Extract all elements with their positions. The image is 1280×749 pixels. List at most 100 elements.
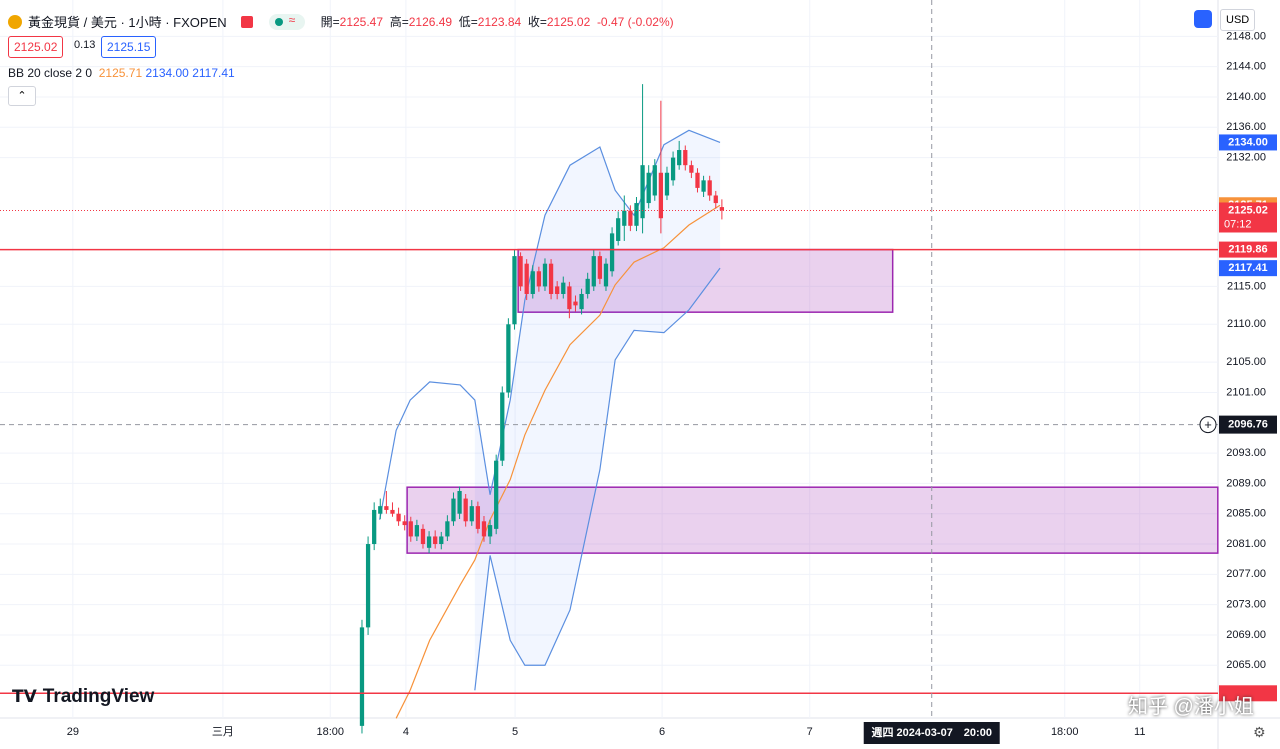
candle-body xyxy=(658,172,664,219)
candle-body xyxy=(719,207,725,211)
candle-body xyxy=(463,498,468,522)
candle-body xyxy=(542,263,548,287)
y-tick-label: 2089.00 xyxy=(1226,477,1266,489)
candle-body xyxy=(524,263,529,294)
indicator-value: 2125.71 xyxy=(98,66,143,80)
candle-body xyxy=(433,536,438,545)
x-tick-label: 18:00 xyxy=(1051,726,1079,738)
candle-body xyxy=(408,521,413,537)
countdown: 07:12 xyxy=(1224,218,1252,230)
status-pill[interactable]: ≈ xyxy=(268,13,305,30)
candle-body xyxy=(500,392,505,461)
ohlc-value: 2125.47 xyxy=(339,15,384,29)
candle-body xyxy=(555,286,560,294)
y-tick-label: 2115.00 xyxy=(1227,280,1266,292)
ohlc-label: 收= xyxy=(527,15,547,29)
y-tick-label: 2085.00 xyxy=(1226,508,1266,520)
candle-body xyxy=(487,525,493,537)
ohlc-label: 高= xyxy=(389,15,409,29)
y-tick-label: 2148.00 xyxy=(1226,30,1266,42)
candle-body xyxy=(494,460,499,529)
y-tick-label: 2110.00 xyxy=(1227,318,1266,330)
candle-body xyxy=(628,210,633,226)
candle-body xyxy=(451,498,456,522)
candle-body xyxy=(616,218,621,241)
sell-button[interactable]: 2125.02 xyxy=(8,36,64,58)
candle-body xyxy=(609,233,615,272)
candle-body xyxy=(475,506,481,529)
zone xyxy=(406,486,1219,554)
y-tick-label: 2081.00 xyxy=(1226,538,1266,550)
buy-button[interactable]: 2125.15 xyxy=(101,36,157,58)
y-tick-label: 2093.00 xyxy=(1226,447,1266,459)
candle-body xyxy=(548,263,554,294)
candle-body xyxy=(677,150,682,166)
y-tick-label: 2077.00 xyxy=(1226,568,1266,580)
candle-body xyxy=(701,180,706,192)
candle-body xyxy=(359,627,365,726)
candle-body xyxy=(683,150,688,166)
collapse-button[interactable]: ⌃ xyxy=(8,86,36,106)
x-tick-label: 6 xyxy=(659,726,665,738)
candle-body xyxy=(707,180,712,196)
indicator-value: 2134.00 xyxy=(145,66,189,80)
candle-body xyxy=(573,301,578,306)
last-price-label: 2125.02 xyxy=(1228,204,1268,216)
candle-body xyxy=(640,165,645,219)
ohlc-value: 2126.49 xyxy=(408,15,453,29)
candle-body xyxy=(365,544,371,628)
candle-body xyxy=(567,286,572,310)
logo-icon: 𝗧𝗩 xyxy=(12,687,37,706)
candle-body xyxy=(597,256,603,279)
candle-body xyxy=(396,513,401,522)
crosshair-y-badge xyxy=(1219,415,1277,434)
candle-body xyxy=(518,256,523,287)
candle-body xyxy=(378,506,383,514)
logo-text: TradingView xyxy=(42,686,155,707)
candle-body xyxy=(420,528,426,545)
watermark: 知乎 @潘小姐 xyxy=(1128,696,1254,718)
x-tick-label: 7 xyxy=(807,726,813,738)
candle-body xyxy=(634,203,639,226)
indicator-name[interactable]: BB 20 close 2 0 xyxy=(8,66,93,80)
indicator-legend: BB 20 close 2 0 2125.71 2134.00 2117.41 xyxy=(8,66,235,80)
auto-scale-button[interactable] xyxy=(1194,10,1212,28)
crosshair-plus-icon: + xyxy=(1204,417,1212,432)
ohlc-label: 低= xyxy=(458,15,478,29)
indicator-value: 2117.41 xyxy=(192,66,235,80)
crosshair-x-label: 週四 2024-03-07 20:00 xyxy=(871,725,991,739)
settings-icon[interactable]: ⚙ xyxy=(1253,724,1266,740)
candle-body xyxy=(426,536,432,548)
last-price-badge xyxy=(1219,202,1277,233)
crosshair-x-badge xyxy=(863,722,1000,744)
ohlc: 開=2125.47 高=2126.49 低=2123.84 收=2125.02 … xyxy=(321,13,674,30)
bb-middle xyxy=(395,204,721,719)
bb-badge xyxy=(1219,134,1277,151)
crosshair-plus xyxy=(1199,416,1217,434)
symbol[interactable]: 黃金現貨 / 美元 · 1小時 · FXOPEN xyxy=(28,15,227,30)
x-tick-label: 18:00 xyxy=(316,726,344,738)
candle-body xyxy=(536,271,542,287)
x-tick-label: 5 xyxy=(512,726,518,738)
candle-body xyxy=(664,172,670,196)
candle-body xyxy=(646,172,651,204)
candle-body xyxy=(561,282,566,294)
logo: 𝗧𝗩 TradingView xyxy=(12,686,154,708)
candle-body xyxy=(670,157,676,181)
bb-fill xyxy=(474,130,721,691)
y-tick-label: 2101.00 xyxy=(1226,386,1266,398)
candle-body xyxy=(384,506,389,510)
flag-icon[interactable] xyxy=(240,15,253,28)
candle-body xyxy=(445,521,450,537)
candle-body xyxy=(457,490,462,514)
candle-body xyxy=(530,271,535,294)
currency-button[interactable]: USD xyxy=(1220,9,1256,31)
ohlc-value: 2125.02 xyxy=(546,15,591,29)
candle-body xyxy=(469,506,474,522)
candle-body xyxy=(652,165,657,196)
ohlc-value: 2123.84 xyxy=(477,15,522,29)
x-tick-label: 4 xyxy=(403,726,409,738)
y-tick-label: 2132.00 xyxy=(1226,152,1266,164)
candle-body xyxy=(695,172,700,188)
candle-body xyxy=(603,263,609,287)
